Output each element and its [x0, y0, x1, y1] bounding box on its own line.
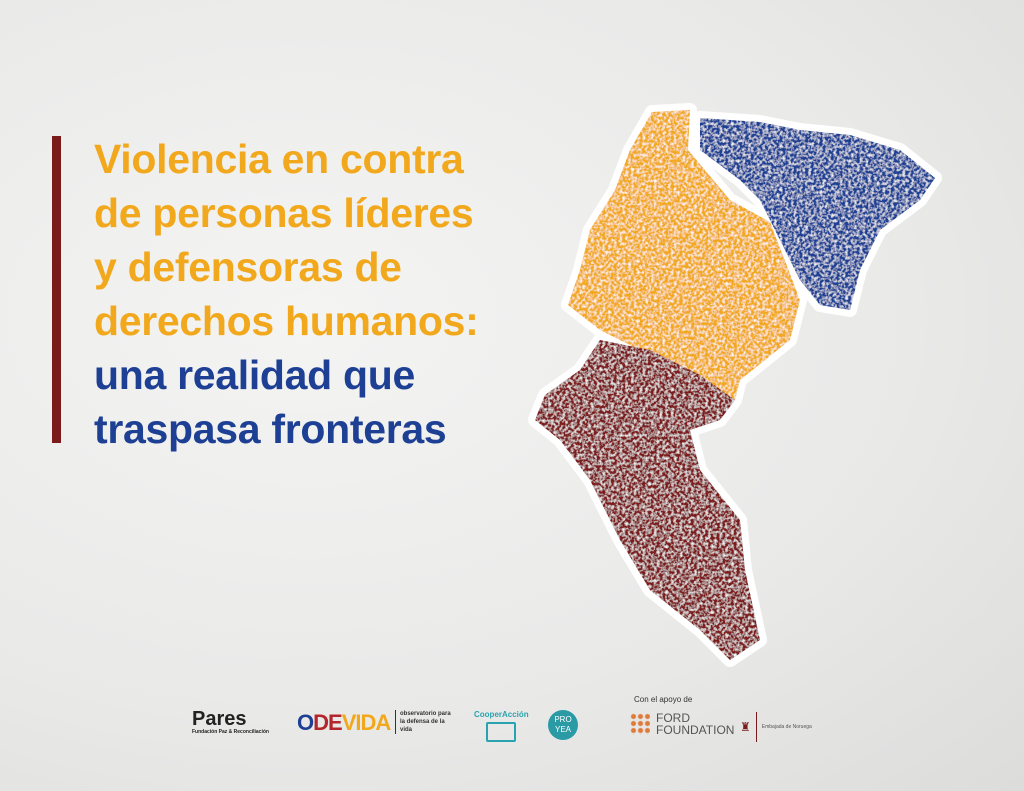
ford-foundation-logo: FORD FOUNDATION — [630, 712, 736, 736]
title-line: derechos humanos: — [94, 298, 479, 344]
norway-embassy-logo: ♜ Embajada de Noruega — [740, 712, 812, 742]
cooperaccion-logo: CooperAcción — [474, 710, 529, 742]
colombia-shape — [568, 110, 800, 400]
title-line: traspasa fronteras — [94, 406, 447, 452]
peru-shape — [535, 340, 760, 660]
title-line: una realidad que — [94, 352, 415, 398]
odevida-tagline: observatorio para la defensa de la vida — [395, 710, 455, 734]
title-line: Violencia en contra — [94, 136, 464, 182]
title-line: de personas líderes — [94, 190, 474, 236]
title-line: y defensoras de — [94, 244, 402, 290]
page-title: Violencia en contra de personas líderes … — [94, 132, 479, 456]
partner-logos: Pares Fundación Paz & Reconciliación ODEV… — [0, 695, 1024, 750]
support-label: Con el apoyo de — [634, 695, 693, 704]
proyea-logo: PRO YEA — [548, 710, 578, 740]
pares-logo: Pares Fundación Paz & Reconciliación — [192, 708, 269, 735]
accent-bar — [52, 136, 61, 443]
odevida-logo: ODEVIDA — [297, 710, 391, 735]
venezuela-shape — [700, 118, 935, 310]
